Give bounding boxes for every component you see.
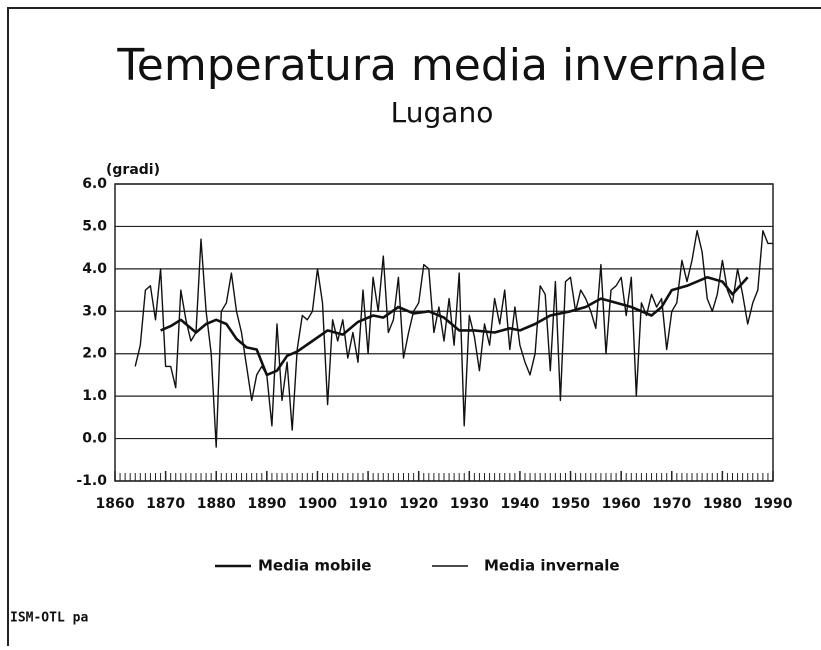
series-line bbox=[160, 276, 749, 377]
frame bbox=[7, 7, 821, 650]
y-tick-label: 3.0 bbox=[82, 303, 107, 319]
x-tick-label: 1950 bbox=[551, 496, 590, 512]
x-tick-label: 1990 bbox=[754, 496, 793, 512]
chart-title: Temperatura media invernale bbox=[116, 40, 766, 91]
x-tick-label: 1980 bbox=[703, 496, 742, 512]
y-tick-label: 6.0 bbox=[82, 176, 107, 192]
y-tick-label: 1.0 bbox=[82, 388, 107, 404]
x-tick-label: 1960 bbox=[602, 496, 641, 512]
y-tick-label: 2.0 bbox=[82, 346, 107, 362]
legend-label: Media invernale bbox=[484, 557, 620, 575]
x-tick-label: 1870 bbox=[146, 496, 185, 512]
series-line bbox=[134, 230, 773, 448]
y-tick-label: 4.0 bbox=[82, 261, 107, 277]
x-tick-label: 1890 bbox=[247, 496, 286, 512]
x-tick-label: 1940 bbox=[500, 496, 539, 512]
y-tick-label: -1.0 bbox=[76, 473, 107, 489]
legend-label: Media mobile bbox=[258, 557, 371, 575]
x-tick-label: 1920 bbox=[399, 496, 438, 512]
y-tick-label: 5.0 bbox=[82, 218, 107, 234]
x-tick-label: 1900 bbox=[298, 496, 337, 512]
plot-frame bbox=[114, 183, 774, 482]
x-tick-label: 1930 bbox=[450, 496, 489, 512]
x-tick-label: 1860 bbox=[96, 496, 135, 512]
x-tick-label: 1880 bbox=[197, 496, 236, 512]
chart-subtitle: Lugano bbox=[391, 96, 494, 129]
y-axis-label: (gradi) bbox=[106, 162, 160, 178]
source: ISM-OTL pa bbox=[10, 611, 88, 626]
y-tick-label: 0.0 bbox=[82, 431, 107, 447]
x-tick-label: 1970 bbox=[652, 496, 691, 512]
x-tick-label: 1910 bbox=[349, 496, 388, 512]
